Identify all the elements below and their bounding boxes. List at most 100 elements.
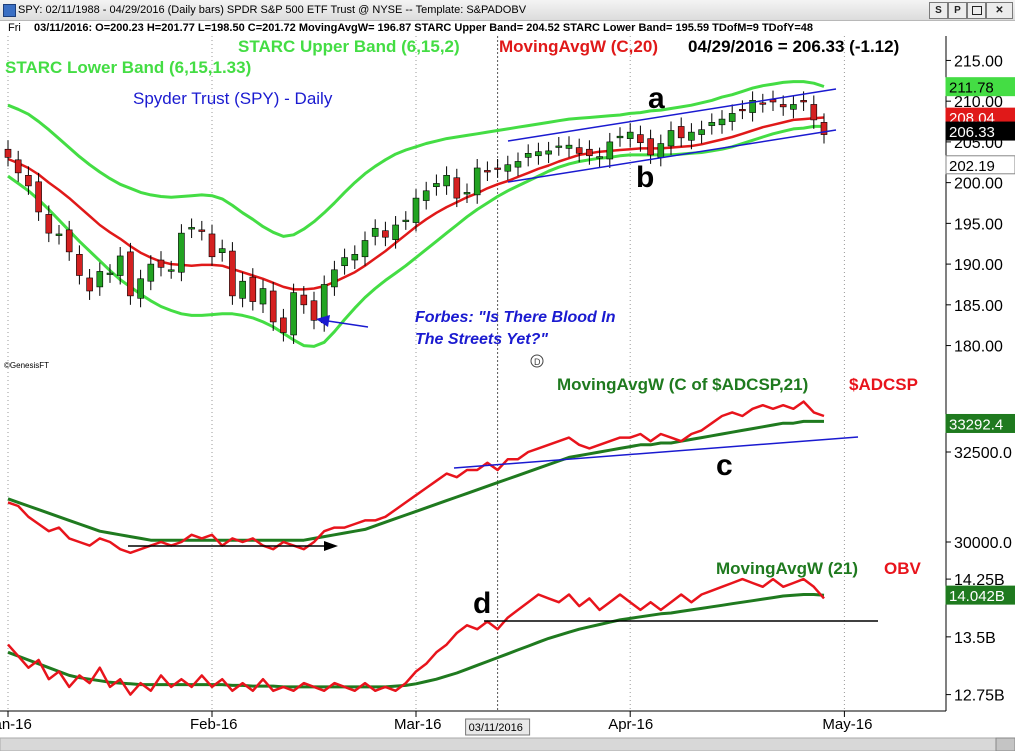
candle-body [300,294,308,306]
candle-body [422,190,430,201]
scroll-thumb [995,737,1015,751]
starc-upper-band [7,80,825,238]
candle-body [392,224,399,240]
close-button[interactable]: ✕ [986,2,1013,19]
adcsp-line [7,400,825,555]
forbes-arrow [327,320,369,328]
chart-title: Spyder Trust (SPY) - Daily [133,89,333,108]
candle-body [402,219,410,222]
price-tick-label: 215.00 [954,53,1003,70]
app-icon [3,4,16,17]
candle-body [65,229,73,253]
candle-body [280,317,287,333]
candle-body [698,129,705,135]
obv-tick-label: 12.75B [954,688,1005,705]
candle-body [208,233,216,258]
window-title: SPY: 02/11/1988 - 04/29/2016 (Daily bars… [18,4,527,16]
candle-body [331,269,338,288]
s-button[interactable]: S [929,2,948,19]
candle-body [739,109,746,112]
candle-body [382,230,389,238]
candle-body [137,278,144,299]
candle-body [25,175,32,187]
adcsp-tick-label: 32500.0 [954,445,1012,462]
restore-icon [971,6,982,15]
month-tick-label: Mar-16 [394,716,442,733]
candle-body [463,192,471,195]
forbes-annotation-1: Forbes: "Is There Blood In [415,309,616,326]
ma-value-label: 04/29/2016 = 206.33 (-1.12) [688,37,899,56]
month-tick-label: Feb-16 [190,716,238,733]
candle-body [555,145,563,148]
candle-body [14,159,22,174]
genesis-credit: ©GenesisFT [4,361,49,370]
price-price-tag-label: 211.78 [949,80,994,97]
obv-price-tag [945,585,1015,605]
cursor-date-box [465,718,531,736]
price-tick-label: 185.00 [954,298,1003,315]
candle-body [433,183,440,188]
candle-body [55,233,63,236]
cursor-date-label: 03/11/2016 [469,722,523,734]
candle-body [575,147,583,154]
candle-body [4,148,12,158]
month-tick-label: Apr-16 [608,716,653,733]
candle-body [157,259,165,268]
candle-body [637,134,644,144]
candle-body [290,292,297,336]
candle-body [443,175,450,187]
adcsp-ma-line [7,419,824,542]
starc-lower-label: STARC Lower Band (6,15,1.33) [5,58,251,77]
cursor-mark-icon [530,354,544,368]
candle-body [188,227,195,230]
candle-body [167,269,175,272]
candle-body [657,143,665,158]
candle-body [45,214,53,234]
info-bar: Fri 03/11/2016: O=200.23 H=201.77 L=198.… [0,21,1015,35]
candle-body [494,167,501,170]
candle-body [178,232,185,273]
price-tick-label: 190.00 [954,257,1003,274]
label-c: c [716,449,733,482]
candle-body [524,153,532,158]
candle-body [688,131,695,141]
forbes-annotation-2: The Streets Yet?" [415,331,548,348]
price-price-tag [945,121,1015,141]
adcsp-tick-label: 30000.0 [954,535,1012,552]
candle-body [779,104,787,108]
candle-body [718,118,726,126]
candle-body [351,254,359,261]
candle-body [565,144,573,149]
candle-body [361,240,369,258]
obv-price-tag-label: 14.042B [949,588,1005,605]
candle-body [116,255,124,276]
candle-body [790,104,797,110]
candle-body [147,263,155,282]
candle-body [35,181,42,213]
candle-body [616,135,624,139]
candle-body [759,102,767,105]
candle-body [86,277,93,292]
month-tick-label: Jan-16 [0,716,32,733]
moving-avg-label: MovingAvgW (C,20) [499,37,658,56]
candle-body [626,131,634,139]
candle-body [239,280,246,299]
candle-body [127,251,134,297]
window-titlebar: SPY: 02/11/1988 - 04/29/2016 (Daily bars… [0,0,1015,21]
label-a: a [648,82,665,115]
adcsp-price-tag [945,413,1015,433]
info-ohlc: 03/11/2016: O=200.23 H=201.77 L=198.50 C… [34,22,814,34]
candle-body [647,138,654,156]
candle-body [677,126,685,139]
candle-body [310,300,318,321]
candle-body [453,177,461,199]
p-button[interactable]: P [948,2,967,19]
candle-body [535,151,542,157]
candle-body [504,164,512,172]
price-tick-label: 180.00 [954,339,1003,356]
restore-button[interactable] [967,2,986,19]
price-tick-label: 200.00 [954,176,1003,193]
candle-body [514,161,522,168]
obv-tick-label: 14.25B [954,572,1005,589]
